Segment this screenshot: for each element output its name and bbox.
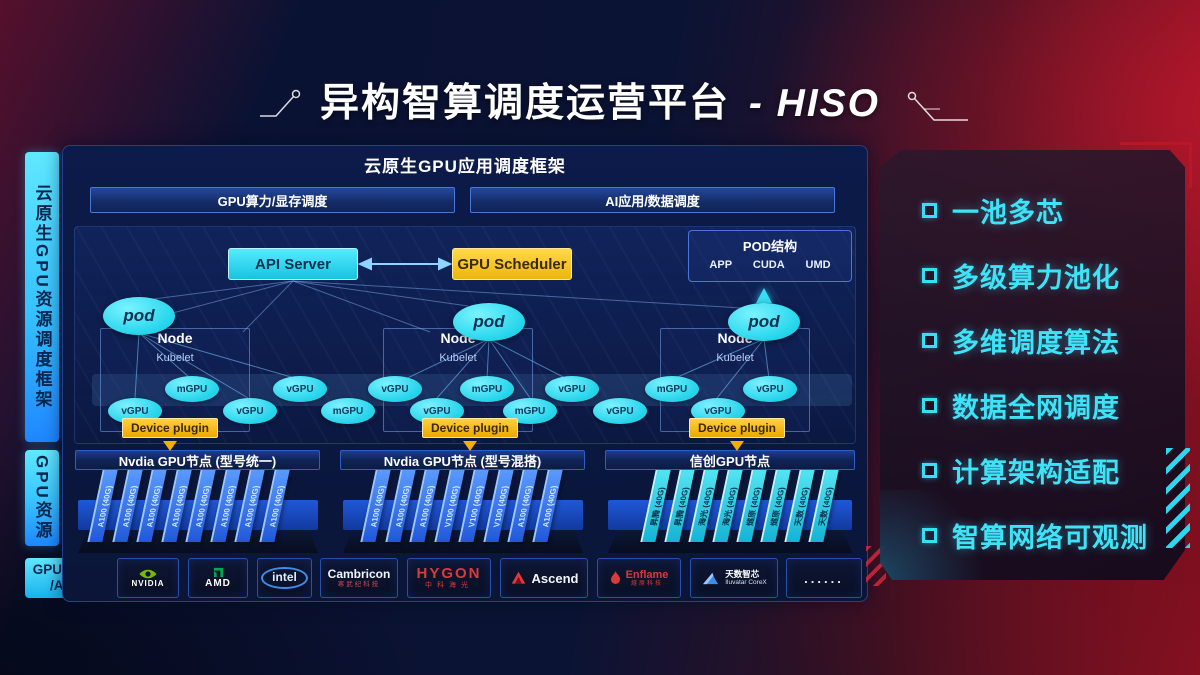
device-plugin-arrow-icon: [163, 441, 177, 451]
enflame-logo-icon: [610, 570, 620, 584]
vendor-tile-cambricon: Cambricon 寒武纪科技: [320, 558, 398, 598]
iluvatar-logo-icon: [703, 572, 719, 584]
pod-item-umd: UMD: [805, 259, 831, 271]
vendor-tile-nvidia: NVIDIA: [117, 558, 179, 598]
gpu-ellipse-vgpu: vGPU: [368, 376, 422, 402]
feature-label: 多级算力池化: [952, 262, 1120, 293]
vendor-tile-more: ......: [786, 558, 862, 598]
page-title-cn: 异构智算调度运营平台: [319, 82, 730, 125]
pod-ellipse: pod: [103, 297, 175, 335]
feature-bullet-icon: [922, 527, 937, 543]
amd-logo-icon: [213, 567, 223, 578]
pod-ellipse: pod: [728, 303, 800, 341]
vendor-nvidia-label: NVIDIA: [131, 578, 165, 588]
gpu-ellipse-mgpu: mGPU: [460, 376, 514, 402]
feature-bullet-icon: [922, 462, 937, 478]
gpu-node-group-header: Nvdia GPU节点 (型号混搭): [340, 450, 585, 470]
pod-structure-title: POD结构: [742, 239, 798, 254]
vendor-amd-label: AMD: [205, 578, 231, 589]
vendor-ascend-label: Ascend: [531, 570, 579, 586]
kubelet-label: Kubelet: [156, 352, 194, 364]
kubelet-label: Kubelet: [716, 352, 754, 364]
vendor-tile-iluvatar: 天数智芯 Iluvatar CoreX: [690, 558, 778, 598]
feature-label: 多维调度算法: [952, 327, 1120, 358]
gpu-node-group-header: 信创GPU节点: [605, 450, 855, 470]
feature-bullet-icon: [922, 332, 937, 348]
gpu-ellipse-mgpu: mGPU: [321, 398, 375, 424]
nvidia-logo-icon: [139, 569, 157, 578]
ascend-logo-icon: [511, 571, 525, 584]
vendor-cambricon-sub: 寒武纪科技: [337, 581, 381, 589]
vendor-enflame-sub: 燧原科技: [630, 580, 663, 587]
feature-label: 数据全网调度: [952, 392, 1120, 423]
feature-item: 一池多芯: [922, 192, 1148, 228]
gpu-ellipse-vgpu: vGPU: [545, 376, 599, 402]
pod-ellipse: pod: [453, 303, 525, 341]
right-panel-corner-accent: [1120, 142, 1192, 188]
feature-bullet-icon: [922, 397, 937, 413]
pod-up-arrow-icon: [756, 288, 772, 303]
device-plugin-box: Device plugin: [689, 418, 785, 438]
gpu-ellipse-vgpu: vGPU: [743, 376, 797, 402]
device-plugin-box: Device plugin: [122, 418, 218, 438]
bar-gpu-compute-scheduling: GPU算力/显存调度: [90, 187, 455, 213]
device-plugin-arrow-icon: [730, 441, 744, 451]
rail-cloud-native-gpu: 云原生GPU资源调度框架: [25, 152, 59, 442]
feature-label: 计算架构适配: [952, 457, 1120, 488]
gpu-ellipse-vgpu: vGPU: [593, 398, 647, 424]
bar-ai-data-scheduling: AI应用/数据调度: [470, 187, 835, 213]
device-plugin-box: Device plugin: [422, 418, 518, 438]
pod-item-app: APP: [709, 259, 733, 271]
feature-panel: 一池多芯多级算力池化 多维调度算法 数据全网调度 计算架构适配 智算网络可观测: [880, 150, 1185, 580]
framework-title: 云原生GPU应用调度框架: [364, 157, 566, 176]
vendor-tile-enflame: Enflame 燧原科技: [597, 558, 681, 598]
vendor-hygon-sub: 中科海光: [424, 582, 473, 590]
gpu-ellipse-mgpu: mGPU: [165, 376, 219, 402]
kubelet-label: Kubelet: [439, 352, 477, 364]
page-title-en: - HISO: [748, 82, 881, 125]
vendor-more-label: ......: [804, 570, 844, 586]
gpu-node-group-header: Nvdia GPU节点 (型号统一): [75, 450, 320, 470]
vendor-cambricon-label: Cambricon: [327, 566, 391, 581]
page-title: 异构智算调度运营平台 - HISO: [0, 72, 1200, 128]
device-plugin-arrow-icon: [463, 441, 477, 451]
vendor-tile-ascend: Ascend: [500, 558, 588, 598]
vendor-enflame-label: Enflame: [625, 568, 669, 581]
vendor-tile-hygon: HYGON 中科海光: [407, 558, 491, 598]
gpu-ellipse-vgpu: vGPU: [223, 398, 277, 424]
rail-gpu-resource: GPU资源: [25, 450, 59, 546]
feature-list: 一池多芯多级算力池化 多维调度算法 数据全网调度 计算架构适配 智算网络可观测: [922, 192, 1148, 553]
feature-panel-glow: [880, 490, 1000, 580]
vendor-iluvatar-label: 天数智芯: [725, 568, 760, 579]
feature-item: 智算网络可观测: [922, 517, 1148, 553]
gpu-ellipse-vgpu: vGPU: [273, 376, 327, 402]
gpu-scheduler-box: GPU Scheduler: [452, 248, 572, 280]
vendor-intel-label: intel: [261, 567, 308, 589]
api-server-box: API Server: [228, 248, 358, 280]
panel-hash-stripes-icon: [1166, 448, 1190, 548]
feature-bullet-icon: [922, 202, 937, 218]
pod-structure-items: APP CUDA UMD: [689, 255, 851, 271]
vendor-tile-amd: AMD: [188, 558, 248, 598]
gpu-ellipse-mgpu: mGPU: [645, 376, 699, 402]
pod-item-cuda: CUDA: [752, 259, 785, 271]
vendor-iluvatar-sub: Iluvatar CoreX: [725, 579, 767, 587]
vendor-tile-intel: intel: [257, 558, 312, 598]
feature-bullet-icon: [922, 267, 937, 283]
feature-item: 数据全网调度: [922, 387, 1148, 423]
feature-label: 一池多芯: [952, 197, 1064, 228]
feature-item: 计算架构适配: [922, 452, 1148, 488]
vendor-hygon-label: HYGON: [416, 564, 482, 582]
pod-structure-box: POD结构 APP CUDA UMD: [688, 230, 852, 282]
feature-item: 多级算力池化: [922, 257, 1148, 293]
feature-label: 智算网络可观测: [952, 522, 1148, 553]
feature-item: 多维调度算法: [922, 322, 1148, 358]
